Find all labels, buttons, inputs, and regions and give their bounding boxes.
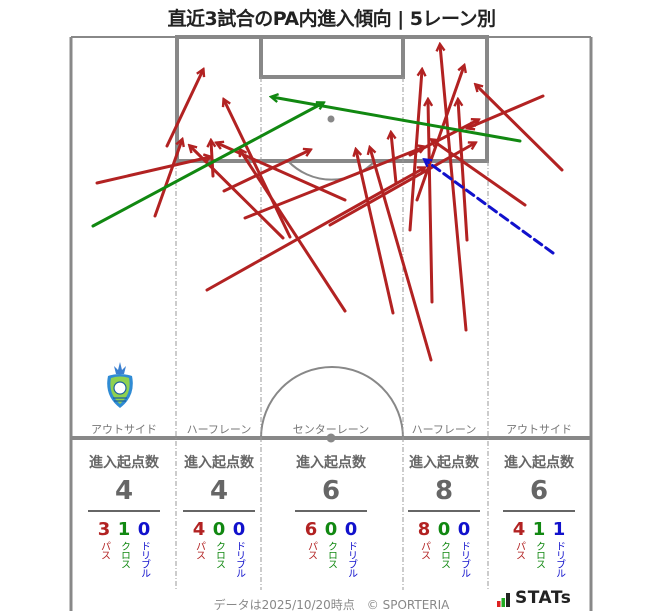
pass-arrow xyxy=(190,146,285,240)
dribble-count: 0 xyxy=(344,519,358,540)
pass-arrow xyxy=(211,141,213,178)
pass-arrow xyxy=(408,120,478,157)
pass-arrow xyxy=(428,100,434,304)
lane-stats-halflane-right: 進入起点数 8 8 パス 0 クロス 0 ドリブル xyxy=(402,452,486,577)
pass-arrow xyxy=(458,100,469,242)
dribble-label: ドリブル xyxy=(458,541,470,577)
center-spot xyxy=(326,433,336,443)
cross-label: クロス xyxy=(533,541,545,568)
lane-label-outside-left: アウトサイド xyxy=(91,423,157,436)
pass-arrow xyxy=(240,150,347,313)
lane-stats-halflane-left: 進入起点数 4 4 パス 0 クロス 0 ドリブル xyxy=(177,452,261,577)
pass-label: パス xyxy=(98,541,110,559)
dribble-label: ドリブル xyxy=(233,541,245,577)
cross-count: 1 xyxy=(117,519,131,540)
pass-arrow xyxy=(224,100,292,239)
stat-total: 8 xyxy=(434,476,454,506)
pass-count: 4 xyxy=(192,519,206,540)
pass-label: パス xyxy=(513,541,525,559)
pass-arrow xyxy=(468,94,545,128)
dribble-label: ドリブル xyxy=(553,541,565,577)
stat-heading: 進入起点数 xyxy=(409,455,479,471)
brand-name: STATs xyxy=(515,588,572,608)
footer-credit: データは2025/10/20時点 © SPORTERIA xyxy=(213,598,450,612)
lane-stats-center: 進入起点数 6 6 パス 0 クロス 0 ドリブル xyxy=(289,452,373,577)
dribble-label: ドリブル xyxy=(345,541,357,577)
lane-dividers xyxy=(175,77,489,590)
pass-count: 4 xyxy=(512,519,526,540)
cross-arrow xyxy=(91,103,323,228)
page-title: 直近3試合のPA内進入傾向 | 5レーン別 xyxy=(167,8,496,30)
stat-total: 6 xyxy=(321,476,341,506)
pass-arrow xyxy=(391,133,398,185)
lane-stats-outside-left: 進入起点数 4 3 パス 1 クロス 0 ドリブル xyxy=(82,452,166,577)
pass-arrow xyxy=(370,148,433,362)
divider xyxy=(295,510,367,512)
stat-heading: 進入起点数 xyxy=(296,455,366,471)
dribble-count: 0 xyxy=(137,519,151,540)
pass-arrow xyxy=(415,66,464,202)
pass-label: パス xyxy=(418,541,430,559)
stat-heading: 進入起点数 xyxy=(504,455,574,471)
dribble-label: ドリブル xyxy=(138,541,150,577)
cross-label: クロス xyxy=(438,541,450,568)
pass-arrow xyxy=(440,45,468,332)
dribble-count: 1 xyxy=(552,519,566,540)
divider xyxy=(88,510,160,512)
penalty-spot xyxy=(327,115,335,123)
pass-arrow xyxy=(408,70,422,232)
stat-total: 4 xyxy=(114,476,134,506)
cross-count: 0 xyxy=(437,519,451,540)
pass-arrow xyxy=(356,150,395,315)
pass-arrow xyxy=(432,140,527,207)
pass-arrow xyxy=(222,150,310,193)
pass-arrow xyxy=(205,168,424,292)
pass-arrow xyxy=(328,143,475,227)
pass-arrow xyxy=(476,85,564,172)
lane-label-halflane-right: ハーフレーン xyxy=(411,423,477,436)
arrow-layer xyxy=(91,45,564,362)
pass-arrow xyxy=(153,140,182,218)
bar-chart-icon xyxy=(497,593,510,607)
stat-heading: 進入起点数 xyxy=(184,455,254,471)
cross-count: 1 xyxy=(532,519,546,540)
pass-label: パス xyxy=(305,541,317,559)
lane-stats-outside-right: 進入起点数 6 4 パス 1 クロス 1 ドリブル xyxy=(497,452,581,577)
pass-count: 3 xyxy=(97,519,111,540)
pass-arrow xyxy=(95,157,210,185)
cross-arrow xyxy=(272,97,522,143)
dribble-count: 0 xyxy=(232,519,246,540)
stat-total: 6 xyxy=(529,476,549,506)
cross-label: クロス xyxy=(118,541,130,568)
divider xyxy=(503,510,575,512)
lane-label-center: センターレーン xyxy=(292,423,370,436)
pass-arrow xyxy=(165,70,203,148)
stat-total: 4 xyxy=(209,476,229,506)
cross-label: クロス xyxy=(213,541,225,568)
stats-brand: STATs xyxy=(497,589,571,607)
lane-label-halflane-left: ハーフレーン xyxy=(186,423,252,436)
pass-count: 6 xyxy=(304,519,318,540)
pass-count: 8 xyxy=(417,519,431,540)
pass-label: パス xyxy=(193,541,205,559)
dribble-arrow xyxy=(425,160,555,255)
club-crest-icon xyxy=(107,362,133,408)
cross-count: 0 xyxy=(324,519,338,540)
cross-count: 0 xyxy=(212,519,226,540)
divider xyxy=(408,510,480,512)
dribble-count: 0 xyxy=(457,519,471,540)
lane-label-outside-right: アウトサイド xyxy=(506,423,572,436)
divider xyxy=(183,510,255,512)
cross-label: クロス xyxy=(325,541,337,568)
stat-heading: 進入起点数 xyxy=(89,455,159,471)
